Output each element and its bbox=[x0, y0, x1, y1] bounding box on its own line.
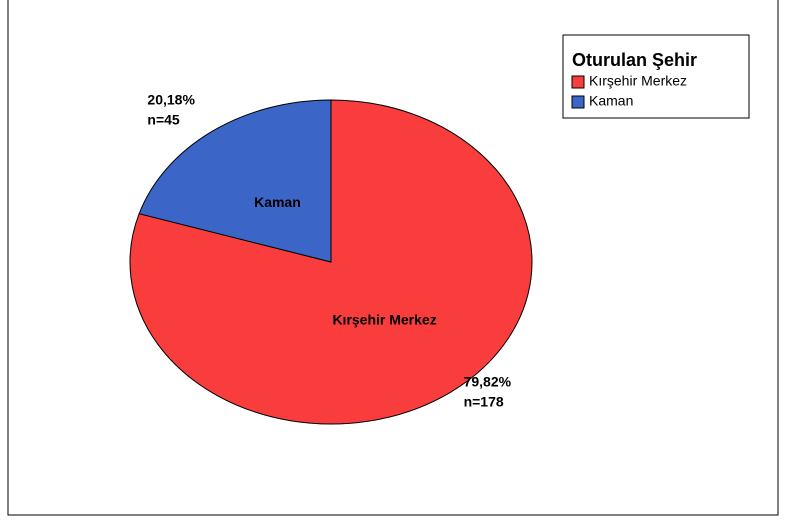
slice-label: Kaman bbox=[254, 194, 301, 210]
pie: Kırşehir Merkez 79,82% n=178 Kaman 20,18% n=4… bbox=[129, 92, 533, 425]
percent-label: 20,18% bbox=[147, 92, 195, 108]
slice-label: Kırşehir Merkez bbox=[332, 311, 436, 327]
legend-box bbox=[562, 34, 750, 119]
pie-slice bbox=[138, 99, 332, 263]
legend-title: Oturulan Şehir bbox=[572, 50, 697, 70]
count-label: n=45 bbox=[147, 112, 180, 128]
legend-swatch bbox=[571, 75, 585, 89]
legend-swatch bbox=[571, 95, 585, 109]
percent-label: 79,82% bbox=[464, 374, 512, 390]
count-label: n=178 bbox=[464, 394, 504, 410]
legend-label: Kaman bbox=[589, 93, 633, 109]
legend: Oturulan Şehir Kırşehir Merkez Kaman bbox=[562, 34, 750, 119]
legend-label: Kırşehir Merkez bbox=[589, 73, 687, 89]
